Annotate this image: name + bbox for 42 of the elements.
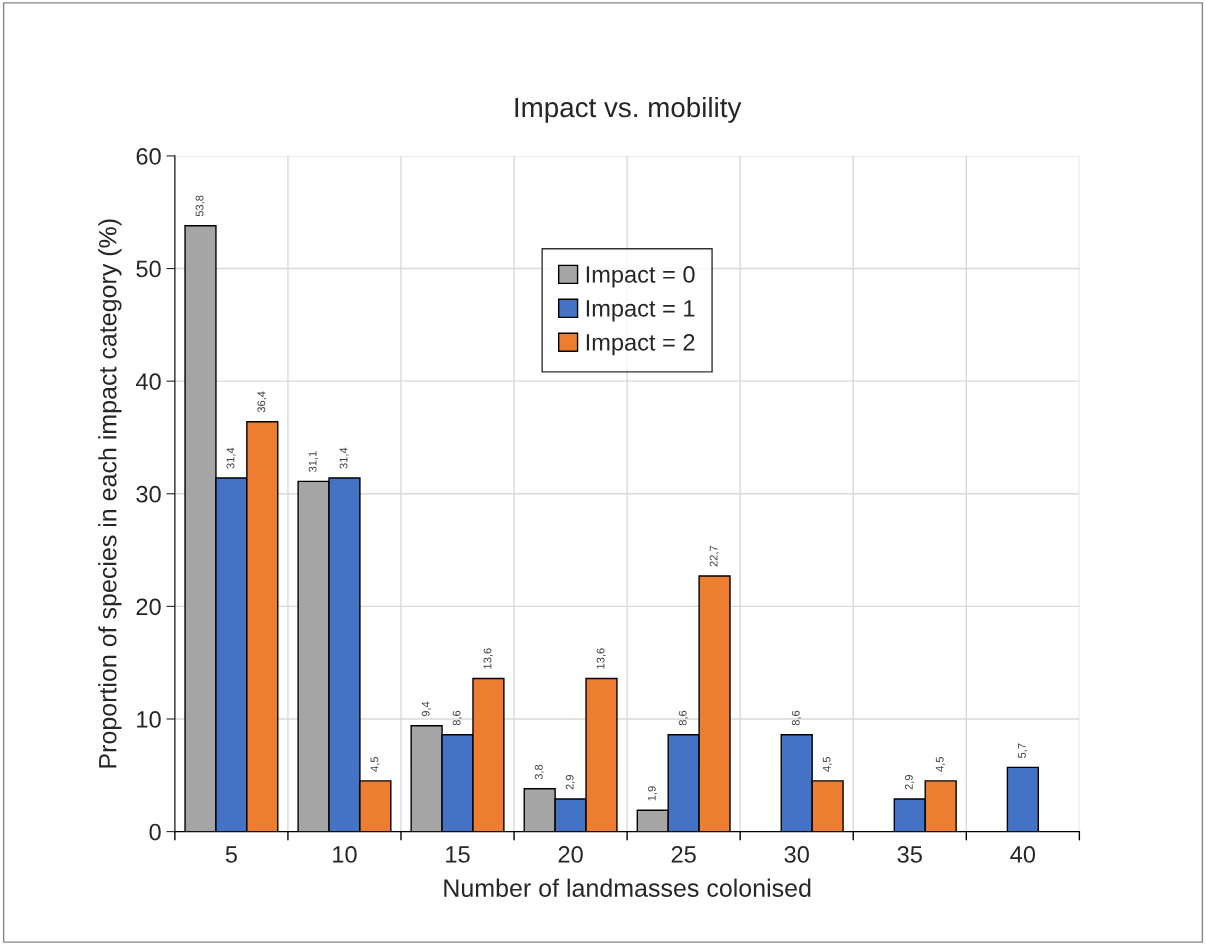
data-label: 13,6	[483, 648, 493, 669]
data-label: 22,7	[709, 545, 719, 567]
data-label: 53,8	[195, 195, 205, 217]
data-label: 31,4	[339, 447, 349, 469]
x-tick-label: 30	[784, 846, 809, 863]
data-label: 4,5	[822, 756, 832, 772]
x-tick-label: 40	[1010, 846, 1036, 863]
x-tick-label: 15	[446, 846, 470, 863]
data-label: 2,9	[904, 775, 915, 790]
x-tick-label: 5	[225, 846, 237, 863]
data-label: 8,6	[678, 710, 688, 726]
data-label: 2,9	[565, 775, 575, 790]
data-label: 31,4	[226, 447, 236, 469]
legend-label: Impact = 0	[586, 266, 695, 288]
x-axis-title: Number of landmasses colonised	[444, 878, 811, 897]
data-label: 4,5	[935, 756, 945, 772]
data-label: 31,1	[308, 451, 318, 472]
data-label: 5,7	[1018, 743, 1028, 758]
data-label: 9,4	[421, 701, 431, 717]
data-label: 13,6	[596, 648, 606, 669]
x-tick-label: 35	[897, 846, 922, 863]
x-tick-label: 20	[558, 846, 583, 863]
bar	[1006, 766, 1039, 832]
y-axis-title: Proportion of species in each impact category (%)	[98, 219, 122, 768]
x-tick-label: 25	[671, 846, 696, 863]
data-label: 4,5	[370, 756, 380, 772]
legend-label: Impact = 2	[586, 333, 695, 356]
legend-label: Impact = 1	[586, 300, 695, 322]
data-label: 3,8	[534, 764, 544, 780]
y-tick-label: 20	[136, 598, 161, 616]
data-label: 1,9	[647, 786, 658, 801]
data-label: 8,6	[452, 710, 462, 726]
chart-title: Impact vs. mobility	[515, 96, 742, 123]
y-tick-label: 50	[136, 260, 161, 278]
y-tick-label: 10	[137, 711, 161, 728]
x-tick-label: 10	[333, 846, 357, 863]
y-tick-label: 0	[149, 823, 161, 841]
y-tick-label: 60	[136, 147, 161, 165]
y-tick-label: 40	[135, 373, 161, 390]
data-label: 8,6	[791, 710, 802, 726]
data-label: 36,4	[257, 391, 267, 413]
y-tick-label: 30	[136, 485, 161, 503]
